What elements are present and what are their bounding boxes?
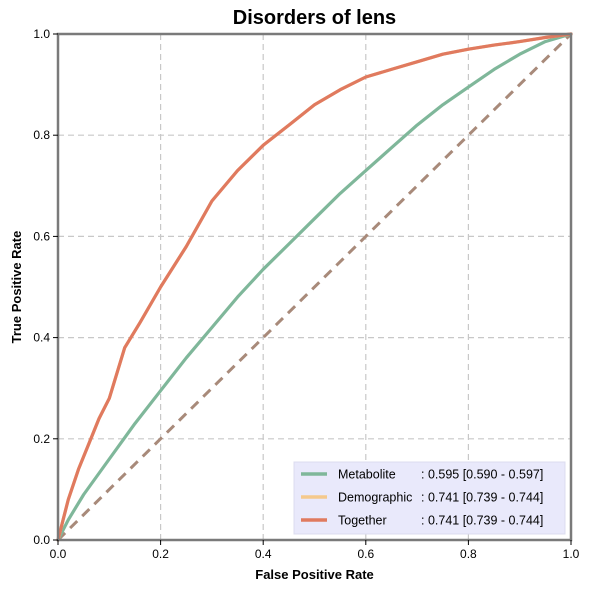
x-tick-label-0: 0.0 <box>50 547 67 561</box>
y-axis-label: True Positive Rate <box>9 231 24 344</box>
legend-auc-demographic: : 0.741 [0.739 - 0.744] <box>421 491 543 505</box>
series-line-together <box>56 32 573 542</box>
legend: Metabolite : 0.595 [0.590 - 0.597] Demogra… <box>293 461 566 535</box>
reference-diagonal-line <box>56 32 573 542</box>
series-line-metabolite <box>56 32 573 542</box>
legend-name-together: Together <box>338 514 387 528</box>
legend-auc-together: : 0.741 [0.739 - 0.744] <box>421 514 543 528</box>
x-axis-label: False Positive Rate <box>255 567 374 582</box>
y-tick-label-4: 0.8 <box>33 128 50 142</box>
legend-name-demographic: Demographic <box>338 491 412 505</box>
x-tick-label-2: 0.4 <box>255 547 272 561</box>
chart-title: Disorders of lens <box>233 7 396 29</box>
y-tick-label-3: 0.6 <box>33 229 50 243</box>
y-tick-label-2: 0.4 <box>33 331 50 345</box>
y-tick-label-1: 0.2 <box>33 432 50 446</box>
x-tick-label-4: 0.8 <box>460 547 477 561</box>
y-tick-label-0: 0.0 <box>33 533 50 547</box>
x-tick-label-1: 0.2 <box>152 547 169 561</box>
x-tick-label-3: 0.6 <box>357 547 374 561</box>
y-tick-label-5: 1.0 <box>33 27 50 41</box>
legend-box <box>293 461 566 535</box>
x-tick-label-5: 1.0 <box>563 547 580 561</box>
plot-frame <box>56 32 573 542</box>
legend-name-metabolite: Metabolite <box>338 468 396 482</box>
legend-auc-metabolite: : 0.595 [0.590 - 0.597] <box>421 468 543 482</box>
